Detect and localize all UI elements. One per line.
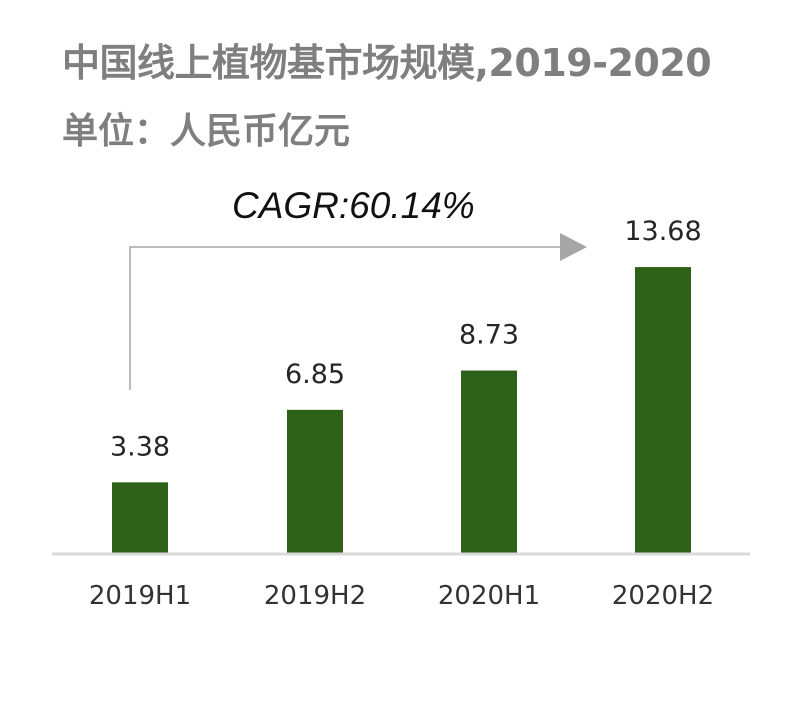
bar-2020H2 [635, 267, 691, 553]
bar-2019H2 [287, 409, 343, 553]
cagr-annotation: CAGR:60.14% [232, 185, 475, 226]
category-label: 2020H2 [612, 581, 714, 611]
bar-2020H1 [461, 370, 517, 553]
cagr-arrow-head [560, 233, 587, 261]
bars-layer [112, 267, 691, 553]
value-label: 3.38 [110, 431, 170, 462]
labels-layer: 3.38 2019H1 6.85 2019H2 8.73 2020H1 13.68 2020H… [89, 216, 714, 611]
bar-2019H1 [112, 482, 168, 553]
value-label: 6.85 [285, 359, 345, 390]
category-label: 2019H1 [89, 581, 191, 611]
chart-title: 中国线上植物基市场规模,2019-2020 [62, 41, 712, 85]
value-label: 8.73 [459, 320, 519, 351]
value-label: 13.68 [624, 216, 701, 247]
category-label: 2020H1 [438, 581, 540, 611]
cagr-arrow-line [129, 246, 562, 390]
category-label: 2019H2 [264, 581, 366, 611]
chart-subtitle: 单位：人民币亿元 [62, 111, 351, 152]
